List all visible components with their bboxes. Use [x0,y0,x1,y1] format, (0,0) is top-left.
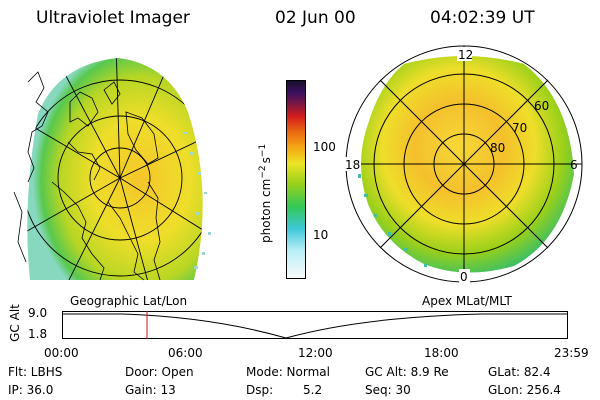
altitude-curve [63,313,567,339]
unit-exp2: −1 [258,143,268,158]
mlat-grid [345,45,583,283]
altitude-plot-frame [62,311,568,339]
colorbar-tick-10: 10 [313,228,329,242]
label-bg-0 [459,269,470,283]
info-dsp-label: Dsp: [246,383,274,397]
mlat-label-70: 70 [512,121,527,135]
mlat-label-80: 80 [490,141,505,155]
coastlines [13,71,161,281]
info-filter: Flt: LBHS [8,365,63,379]
unit-s: s [259,157,273,164]
colorbar-tick-100: 100 [313,140,336,154]
mlt-label-6: 6 [570,158,578,172]
info-door: Door: Open [125,365,194,379]
label-bg-18 [344,157,361,171]
colorbar-unit-label: photon cm−2s−1 [258,144,273,243]
info-glat: GLat: 82.4 [488,365,551,379]
info-dsp-value: 5.2 [303,383,323,397]
unit-base: photon cm [259,178,273,243]
label-bg-12 [457,47,472,61]
mlat-label-60: 60 [534,99,549,113]
altitude-xtick-4: 23:59 [554,346,589,360]
time-label: 04:02:39 UT [430,8,535,28]
instrument-title: Ultraviolet Imager [36,8,190,28]
info-ip: IP: 36.0 [8,383,54,397]
info-seq: Seq: 30 [365,383,411,397]
altitude-ylabel: GC Alt [7,304,22,342]
date-label: 02 Jun 00 [275,8,356,28]
left-panel-caption: Geographic Lat/Lon [70,294,188,308]
altitude-xtick-0: 00:00 [44,346,79,360]
magnetic-polar-plot: 12 18 6 0 60 70 80 [344,45,583,284]
mlt-label-0: 0 [460,270,468,284]
altitude-plot [62,311,568,339]
image-noise-fringe [184,132,211,269]
mlt-label-18: 18 [345,158,360,172]
image-noise-fringe-right [358,174,427,267]
geographic-map [13,58,211,281]
altitude-ytick-high: 9.0 [28,306,48,320]
info-glon: GLon: 256.4 [488,383,561,397]
altitude-xtick-2: 12:00 [298,346,333,360]
graticule [27,58,203,280]
info-gc-alt: GC Alt: 8.9 Re [365,365,449,379]
altitude-xtick-1: 06:00 [168,346,203,360]
info-mode: Mode: Normal [246,365,330,379]
colorbar [286,80,306,279]
unit-exp1: −2 [258,165,268,179]
mlt-label-12: 12 [458,48,473,62]
right-panel-caption: Apex MLat/MLT [422,294,512,308]
altitude-xtick-3: 18:00 [424,346,459,360]
info-gain: Gain: 13 [125,383,176,397]
altitude-ytick-low: 1.8 [28,327,48,341]
